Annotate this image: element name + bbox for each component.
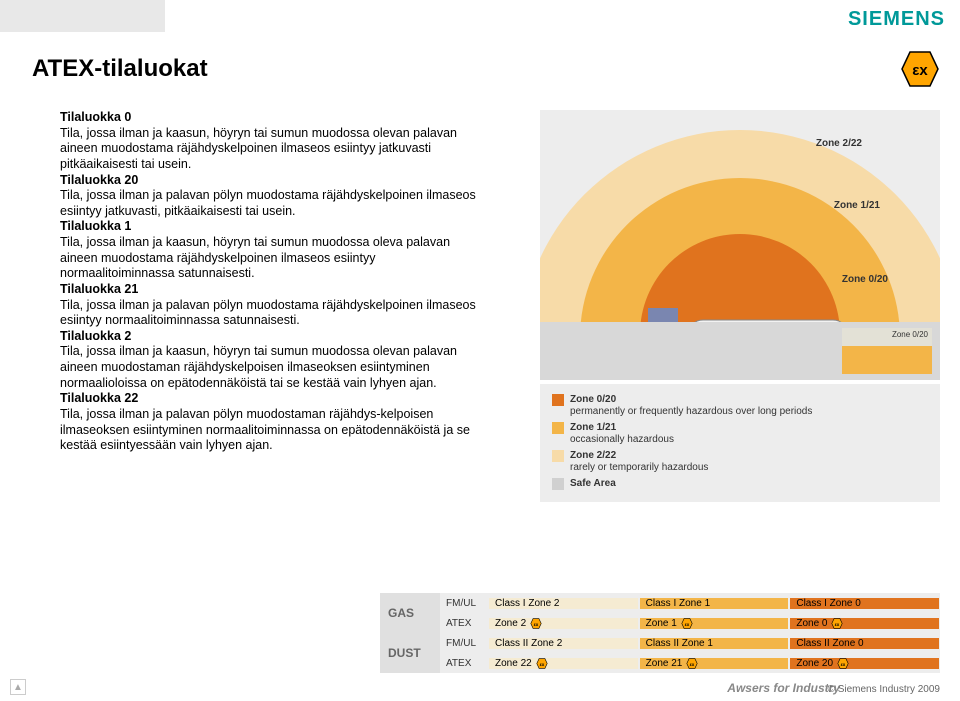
footer-tagline: Awsers for Industry <box>727 681 840 695</box>
tank-liquid <box>842 346 932 374</box>
table-cell: Zone 22εx <box>489 658 638 669</box>
svg-text:εx: εx <box>539 661 544 666</box>
legend-box: Zone 0/20permanently or frequently hazar… <box>540 384 940 502</box>
section-heading: Tilaluokka 1 <box>60 219 490 235</box>
section-heading: Tilaluokka 20 <box>60 173 490 189</box>
page-marker-icon: ▲ <box>10 679 26 695</box>
svg-text:εx: εx <box>534 621 539 626</box>
legend-text: Zone 1/21occasionally hazardous <box>570 422 674 446</box>
legend-row: Zone 2/22rarely or temporarily hazardous <box>552 450 928 474</box>
legend-swatch <box>552 478 564 490</box>
legend-text: Zone 2/22rarely or temporarily hazardous <box>570 450 708 474</box>
table-group: DUSTFM/ULClass II Zone 2Class II Zone 1C… <box>380 633 940 673</box>
row-header: ATEX <box>440 658 488 669</box>
table-row: FM/ULClass II Zone 2Class II Zone 1Class… <box>440 633 940 653</box>
table-cell: Class I Zone 1 <box>640 598 789 609</box>
section-paragraph: Tila, jossa ilman ja kaasun, höyryn tai … <box>60 126 490 173</box>
svg-text:εx: εx <box>841 661 846 666</box>
legend-text: Safe Area <box>570 478 616 490</box>
section-paragraph: Tila, jossa ilman ja palavan pölyn muodo… <box>60 298 490 329</box>
section-paragraph: Tila, jossa ilman ja kaasun, höyryn tai … <box>60 235 490 282</box>
row-header: ATEX <box>440 618 488 629</box>
table-row: FM/ULClass I Zone 2Class I Zone 1Class I… <box>440 593 940 613</box>
footer-copyright: © Siemens Industry 2009 <box>828 684 940 695</box>
section-heading: Tilaluokka 2 <box>60 329 490 345</box>
table-cell: Zone 21εx <box>640 658 789 669</box>
underground-tank: Zone 0/20 <box>842 328 932 374</box>
table-side-label: GAS <box>380 593 440 633</box>
zone-2-22-label: Zone 2/22 <box>816 138 862 149</box>
row-header: FM/UL <box>440 638 488 649</box>
legend-swatch <box>552 450 564 462</box>
table-cell: Class I Zone 2 <box>489 598 638 609</box>
legend-swatch <box>552 394 564 406</box>
section-paragraph: Tila, jossa ilman ja palavan pölyn muodo… <box>60 407 490 454</box>
table-row: ATEXZone 2εxZone 1εxZone 0εx <box>440 613 940 633</box>
ex-icon: εx <box>900 50 940 88</box>
ground-area: Zone 0/20 <box>540 322 940 380</box>
table-cell: Class II Zone 1 <box>640 638 789 649</box>
class-table: GASFM/ULClass I Zone 2Class I Zone 1Clas… <box>380 593 940 673</box>
table-cell: Zone 0εx <box>790 618 939 629</box>
illustration-panel: Zone 2/22 Zone 1/21 Zone 0/20 Zone 0/20 … <box>540 110 940 502</box>
legend-text: Zone 0/20permanently or frequently hazar… <box>570 394 812 418</box>
zone-1-21-label: Zone 1/21 <box>834 200 880 211</box>
svg-text:εx: εx <box>912 62 928 79</box>
row-header: FM/UL <box>440 598 488 609</box>
tank-zone-label: Zone 0/20 <box>892 330 928 339</box>
svg-text:εx: εx <box>690 661 695 666</box>
siemens-logo: SIEMENS <box>848 8 945 31</box>
page-title: ATEX-tilaluokat <box>32 55 208 83</box>
table-cell: Class II Zone 0 <box>790 638 939 649</box>
table-group: GASFM/ULClass I Zone 2Class I Zone 1Clas… <box>380 593 940 633</box>
zone-diagram: Zone 2/22 Zone 1/21 Zone 0/20 Zone 0/20 <box>540 110 940 380</box>
table-cell: Zone 1εx <box>640 618 789 629</box>
header-stripe <box>0 0 165 32</box>
legend-row: Zone 0/20permanently or frequently hazar… <box>552 394 928 418</box>
table-cell: Zone 20εx <box>790 658 939 669</box>
section-heading: Tilaluokka 22 <box>60 391 490 407</box>
legend-swatch <box>552 422 564 434</box>
table-cell: Zone 2εx <box>489 618 638 629</box>
body-text: Tilaluokka 0Tila, jossa ilman ja kaasun,… <box>60 110 490 454</box>
svg-text:εx: εx <box>835 621 840 626</box>
section-heading: Tilaluokka 0 <box>60 110 490 126</box>
table-cell: Class II Zone 2 <box>489 638 638 649</box>
section-paragraph: Tila, jossa ilman ja kaasun, höyryn tai … <box>60 344 490 391</box>
table-row: ATEXZone 22εxZone 21εxZone 20εx <box>440 653 940 673</box>
legend-row: Safe Area <box>552 478 928 490</box>
table-cell: Class I Zone 0 <box>790 598 939 609</box>
legend-row: Zone 1/21occasionally hazardous <box>552 422 928 446</box>
section-paragraph: Tila, jossa ilman ja palavan pölyn muodo… <box>60 188 490 219</box>
zone-0-20-label: Zone 0/20 <box>842 274 888 285</box>
svg-text:εx: εx <box>684 621 689 626</box>
section-heading: Tilaluokka 21 <box>60 282 490 298</box>
table-side-label: DUST <box>380 633 440 673</box>
